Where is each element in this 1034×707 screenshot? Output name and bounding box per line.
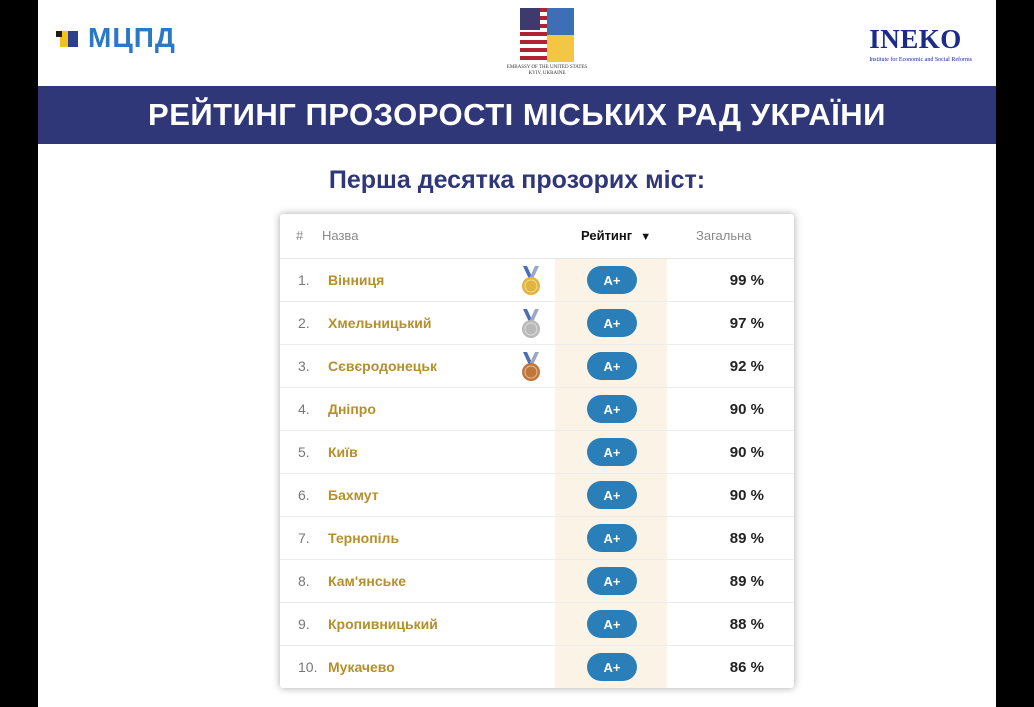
header-total[interactable]: Загальна (696, 228, 752, 243)
row-city-link[interactable]: Дніпро (328, 401, 376, 417)
table-row[interactable]: 8. Кам'янське A+ 89 % (280, 559, 794, 603)
grade-badge: A+ (587, 395, 637, 423)
grade-badge: A+ (587, 481, 637, 509)
header-rating-label: Рейтинг (581, 228, 633, 243)
row-city-link[interactable]: Кропивницький (328, 616, 438, 632)
row-city-link[interactable]: Сєвєродонецьк (328, 358, 437, 374)
table-row[interactable]: 5. Київ A+ 90 % (280, 430, 794, 474)
table-row[interactable]: 9. Кропивницький A+ 88 % (280, 602, 794, 646)
table-row[interactable]: 6. Бахмут A+ 90 % (280, 473, 794, 517)
table-row[interactable]: 10. Мукачево A+ 86 % (280, 645, 794, 688)
row-total-score: 99 % (729, 272, 764, 289)
bronze-medal-icon (518, 351, 544, 383)
header-rating[interactable]: Рейтинг ▼ (581, 228, 651, 243)
row-city-link[interactable]: Бахмут (328, 487, 379, 503)
us-ukraine-flag-icon (520, 8, 574, 62)
header-rank: # (296, 228, 304, 243)
row-rank: 5. (298, 444, 310, 460)
row-rank: 3. (298, 358, 310, 374)
ineko-caption: Institute for Economic and Social Reform… (869, 57, 972, 63)
banner-title: РЕЙТИНГ ПРОЗОРОСТІ МІСЬКИХ РАД УКРАЇНИ (148, 97, 886, 132)
grade-badge: A+ (587, 352, 637, 380)
row-city-link[interactable]: Тернопіль (328, 530, 400, 546)
grade-badge: A+ (587, 524, 637, 552)
row-total-score: 86 % (729, 659, 764, 676)
row-rank: 10. (298, 659, 318, 675)
header-name[interactable]: Назва (322, 228, 359, 243)
ineko-logo: INEKO Institute for Economic and Social … (869, 24, 972, 63)
grade-badge: A+ (587, 653, 637, 681)
table-row[interactable]: 7. Тернопіль A+ 89 % (280, 516, 794, 560)
row-total-score: 92 % (729, 358, 764, 375)
mcpd-logo-icon (56, 25, 82, 51)
table-row[interactable]: 2. Хмельницький A+ 97 % (280, 301, 794, 345)
grade-badge: A+ (587, 567, 637, 595)
grade-badge: A+ (587, 309, 637, 337)
row-rank: 8. (298, 573, 310, 589)
row-rank: 1. (298, 272, 310, 288)
table-row[interactable]: 3. Сєвєродонецьк A+ 92 % (280, 344, 794, 388)
subtitle: Перша десятка прозорих міст: (328, 166, 706, 194)
gold-medal-icon (518, 265, 544, 297)
row-city-link[interactable]: Вінниця (328, 272, 385, 288)
grade-badge: A+ (587, 438, 637, 466)
row-total-score: 97 % (729, 315, 764, 332)
row-city-link[interactable]: Кам'янське (328, 573, 406, 589)
grade-badge: A+ (587, 610, 637, 638)
ranking-table: # Назва Рейтинг ▼ Загальна 1. Вінниця A+ 99 … (280, 214, 794, 688)
sort-desc-icon[interactable]: ▼ (640, 231, 652, 243)
row-rank: 4. (298, 401, 310, 417)
embassy-caption: EMBASSY OF THE UNITED STATES KYIV, UKRAI… (506, 65, 588, 76)
title-banner: РЕЙТИНГ ПРОЗОРОСТІ МІСЬКИХ РАД УКРАЇНИ (38, 86, 996, 144)
row-rank: 2. (298, 315, 310, 331)
row-city-link[interactable]: Київ (328, 444, 358, 460)
row-rank: 7. (298, 530, 310, 546)
table-header: # Назва Рейтинг ▼ Загальна (280, 214, 794, 259)
row-total-score: 90 % (729, 487, 764, 504)
mcpd-logo-text: МЦПД (88, 22, 176, 53)
slide: МЦПД EMBASSY OF THE UNITED STATES KYIV, … (38, 0, 996, 707)
row-city-link[interactable]: Мукачево (328, 659, 395, 675)
row-total-score: 90 % (729, 444, 764, 461)
table-row[interactable]: 4. Дніпро A+ 90 % (280, 387, 794, 431)
row-rank: 6. (298, 487, 310, 503)
row-rank: 9. (298, 616, 310, 632)
table-row[interactable]: 1. Вінниця A+ 99 % (280, 258, 794, 302)
mcpd-logo: МЦПД (56, 22, 176, 54)
row-total-score: 90 % (729, 401, 764, 418)
ineko-logo-text: INEKO (869, 24, 962, 54)
embassy-logo: EMBASSY OF THE UNITED STATES KYIV, UKRAI… (500, 8, 594, 77)
silver-medal-icon (518, 308, 544, 340)
row-city-link[interactable]: Хмельницький (328, 315, 432, 331)
grade-badge: A+ (587, 266, 637, 294)
row-total-score: 89 % (729, 530, 764, 547)
row-total-score: 89 % (729, 573, 764, 590)
row-total-score: 88 % (729, 616, 764, 633)
